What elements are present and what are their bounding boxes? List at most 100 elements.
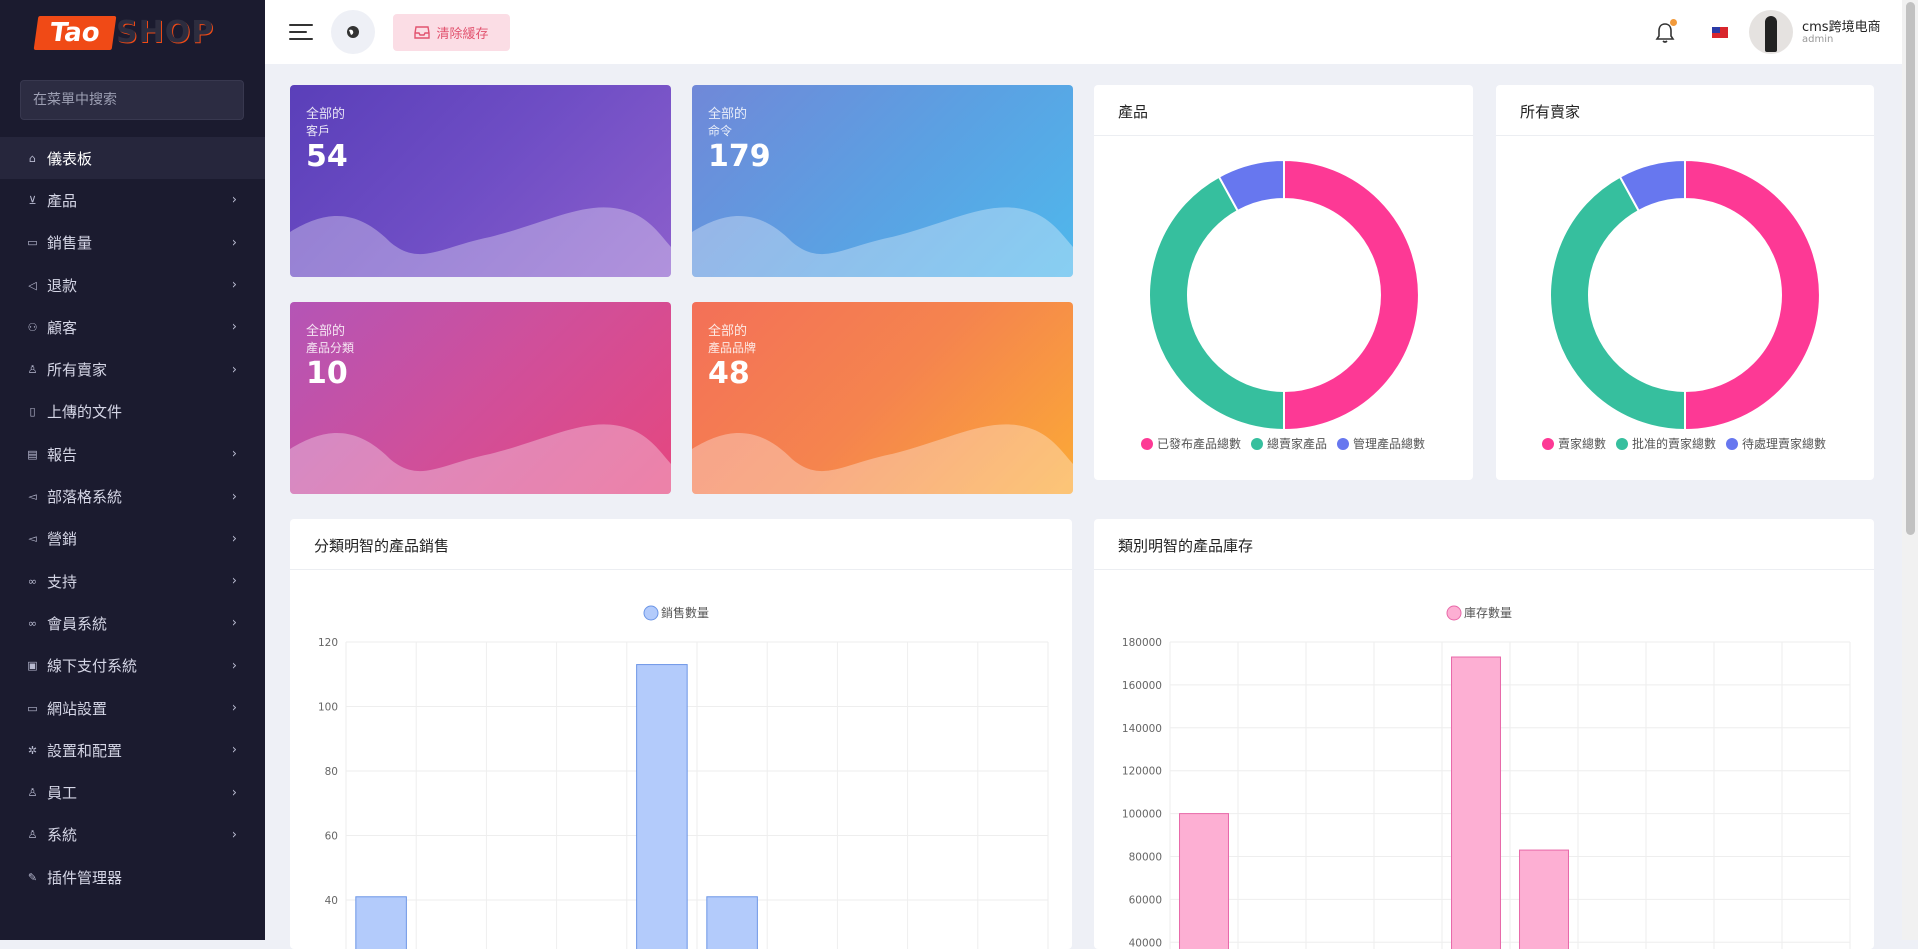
cart-icon: ⊻	[28, 193, 37, 207]
money-icon: ▭	[27, 236, 38, 250]
chevron-right-icon: ›	[231, 827, 237, 843]
chevron-right-icon: ›	[231, 446, 237, 462]
bar[interactable]	[1451, 656, 1501, 949]
stat-label: 全部的	[708, 107, 748, 122]
sidebar-item[interactable]: ◅ 部落格系統 ›	[0, 475, 265, 517]
avatar[interactable]	[1749, 10, 1793, 54]
chevron-right-icon: ›	[231, 658, 237, 674]
user-name[interactable]: cms跨境电商	[1802, 20, 1881, 35]
bar[interactable]	[1519, 849, 1569, 949]
logo-tao: Tao	[33, 16, 117, 50]
legend-swatch	[1251, 437, 1264, 450]
donut-slice[interactable]	[1549, 175, 1686, 432]
bar[interactable]	[355, 896, 407, 949]
scrollbar-thumb[interactable]	[1906, 2, 1915, 535]
bar[interactable]	[1179, 813, 1229, 949]
sidebar-item[interactable]: ▭ 銷售量 ›	[0, 222, 265, 264]
products-donut-chart	[1148, 158, 1420, 432]
sidebar-item-label: 網站設置	[47, 699, 108, 718]
legend-label: 賣家總數	[1558, 437, 1607, 451]
logo[interactable]: Tao SHOP	[33, 14, 213, 52]
chevron-right-icon: ›	[231, 742, 237, 758]
bar[interactable]	[706, 896, 758, 949]
sidebar-nav: ⌂ 儀表板 ⊻ 產品 › ▭ 銷售量 › ◁ 退款 › ⚇ 顧客 › ♙ 所有賣家 › ▯ 上傳的文件 ▤ 報告 › ◅ 部落…	[0, 137, 265, 898]
globe-button[interactable]	[331, 10, 375, 54]
sidebar-item[interactable]: ▯ 上傳的文件	[0, 391, 265, 433]
home-icon: ⌂	[29, 151, 36, 165]
hamburger-icon[interactable]	[289, 22, 313, 42]
sidebar-item[interactable]: ⌂ 儀表板	[0, 137, 265, 180]
stat-label: 命令	[708, 124, 733, 138]
clear-cache-button[interactable]: 清除緩存	[393, 14, 510, 51]
globe-icon	[347, 26, 359, 38]
legend-label: 待處理賣家總數	[1742, 437, 1827, 451]
legend-swatch	[1141, 437, 1153, 450]
chevron-right-icon: ›	[231, 192, 237, 208]
sidebar-item[interactable]: ▤ 報告 ›	[0, 433, 265, 475]
sidebar-item-label: 產品	[47, 191, 78, 210]
link-icon: ∞	[27, 574, 38, 588]
sidebar-item-label: 顧客	[47, 318, 78, 337]
sidebar-item[interactable]: ▣ 線下支付系統 ›	[0, 645, 265, 687]
legend-label: 總賣家產品	[1267, 437, 1328, 451]
donut-slice[interactable]	[1618, 158, 1686, 213]
menu-search-input[interactable]: 在菜單中搜索	[20, 80, 244, 120]
sidebar-item-label: 設置和配置	[47, 741, 123, 760]
panel-divider	[1496, 135, 1874, 136]
language-flag-icon[interactable]	[1712, 27, 1728, 38]
notification-bell-icon[interactable]	[1655, 19, 1677, 44]
stock-panel: 類別明智的產品庫存 庫存數量 40000 60000 80000 100000 12000…	[1094, 519, 1874, 949]
stat-value: 48	[708, 356, 750, 391]
sidebar: Tao SHOP 在菜單中搜索 ⌂ 儀表板 ⊻ 產品 › ▭ 銷售量 › ◁ 退款 › ⚇ 顧客 › ♙ 所有…	[0, 0, 265, 940]
sellers-panel: 所有賣家 賣家總數 批准的賣家總數 待處理賣家總數	[1496, 85, 1874, 480]
sidebar-item[interactable]: ♙ 員工 ›	[0, 771, 265, 813]
legend-item[interactable]: 已發布產品總數	[1141, 435, 1241, 452]
sidebar-item[interactable]: ♙ 系統 ›	[0, 814, 265, 856]
y-tick-label: 180000	[1122, 637, 1162, 649]
stat-card-categories: 全部的 產品分類 10	[290, 302, 671, 494]
donut-slice[interactable]	[1148, 175, 1285, 432]
sidebar-item[interactable]: ✲ 設置和配置 ›	[0, 729, 265, 771]
stat-label: 客戶	[306, 124, 331, 138]
donut-slice[interactable]	[1684, 158, 1821, 432]
sidebar-item-label: 上傳的文件	[47, 403, 123, 422]
legend-item[interactable]: 賣家總數	[1542, 435, 1606, 452]
sellers-donut-chart	[1549, 158, 1821, 432]
sidebar-item[interactable]: ▭ 網站設置 ›	[0, 687, 265, 729]
sidebar-item[interactable]: ◅ 營銷 ›	[0, 518, 265, 560]
sidebar-item[interactable]: ∞ 支持 ›	[0, 560, 265, 602]
logo-shop: SHOP	[116, 15, 215, 50]
stat-value: 179	[708, 139, 771, 174]
sidebar-item[interactable]: ∞ 會員系統 ›	[0, 602, 265, 644]
bar[interactable]	[636, 664, 688, 949]
y-tick-label: 80000	[1129, 852, 1162, 864]
sidebar-item[interactable]: ♙ 所有賣家 ›	[0, 348, 265, 390]
donut-slice[interactable]	[1283, 158, 1420, 432]
sidebar-item[interactable]: ⊻ 產品 ›	[0, 179, 265, 221]
legend-swatch	[1542, 437, 1554, 450]
legend-item[interactable]: 待處理賣家總數	[1726, 435, 1826, 452]
sidebar-item[interactable]: ◁ 退款 ›	[0, 264, 265, 306]
page-scrollbar[interactable]	[1902, 0, 1918, 940]
donut-slice[interactable]	[1217, 158, 1285, 213]
sidebar-item-label: 報告	[47, 445, 78, 464]
stat-label: 全部的	[708, 324, 748, 339]
chevron-right-icon: ›	[231, 700, 237, 716]
stat-card-orders: 全部的 命令 179	[692, 85, 1073, 277]
sidebar-item-label: 員工	[47, 784, 78, 803]
report-icon: ▤	[27, 447, 38, 461]
sales-bar-chart: 銷售數量 40 60 80 100 120	[318, 605, 1049, 949]
sidebar-item[interactable]: ✎ 插件管理器	[0, 856, 265, 898]
sidebar-item-label: 系統	[47, 826, 78, 845]
monitor-icon: ▭	[27, 701, 38, 715]
legend-item[interactable]: 批准的賣家總數	[1616, 435, 1716, 452]
stat-card-brands: 全部的 產品品牌 48	[692, 302, 1073, 494]
sidebar-item[interactable]: ⚇ 顧客 ›	[0, 306, 265, 348]
legend-swatch	[1337, 437, 1350, 450]
legend-item[interactable]: 總賣家產品	[1251, 435, 1327, 452]
user-icon: ♙	[27, 828, 38, 842]
y-tick-label: 140000	[1122, 723, 1162, 735]
chevron-right-icon: ›	[231, 615, 237, 631]
chevron-right-icon: ›	[231, 489, 237, 505]
legend-item[interactable]: 管理產品總數	[1337, 435, 1425, 452]
